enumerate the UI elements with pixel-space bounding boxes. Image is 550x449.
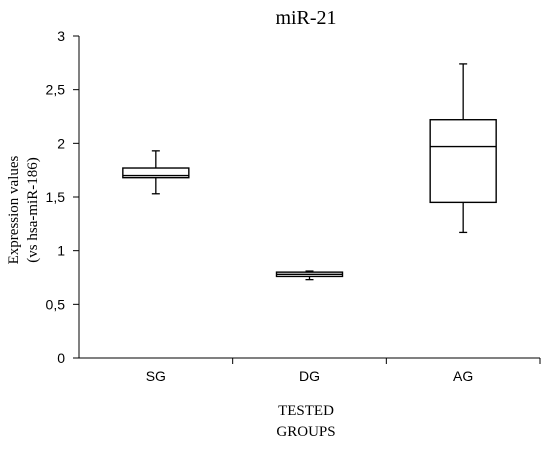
y-axis-label-line-1: Expression values bbox=[6, 155, 22, 264]
box-dg bbox=[275, 270, 344, 281]
box-ag bbox=[429, 63, 497, 234]
x-tick-label-dg: DG bbox=[299, 368, 320, 384]
x-axis-label-line-2: GROUPS bbox=[276, 424, 335, 440]
iqr-box bbox=[429, 119, 497, 204]
y-tick-label: 1 bbox=[57, 243, 65, 259]
x-tick-label-ag: AG bbox=[453, 368, 473, 384]
y-tick-label: 3 bbox=[57, 28, 65, 44]
box-series bbox=[122, 63, 497, 281]
x-tick-label-sg: SG bbox=[146, 368, 166, 384]
y-tick-label: 0 bbox=[57, 350, 65, 366]
box-sg bbox=[122, 150, 190, 195]
y-axis-ticks: 0 0,5 1 1,5 2 2,5 3 bbox=[46, 28, 79, 366]
iqr-box bbox=[122, 167, 190, 179]
y-tick-label: 1,5 bbox=[46, 189, 66, 205]
x-axis-label-line-1: TESTED bbox=[278, 403, 334, 419]
y-tick-label: 2,5 bbox=[46, 82, 66, 98]
y-axis-label-line-2: (vs hsa-miR-186) bbox=[25, 157, 41, 262]
chart-title: miR-21 bbox=[275, 7, 336, 29]
y-tick-label: 2 bbox=[57, 135, 65, 151]
y-tick-label: 0,5 bbox=[46, 296, 66, 312]
x-axis-ticks: SG DG AG bbox=[146, 358, 541, 384]
